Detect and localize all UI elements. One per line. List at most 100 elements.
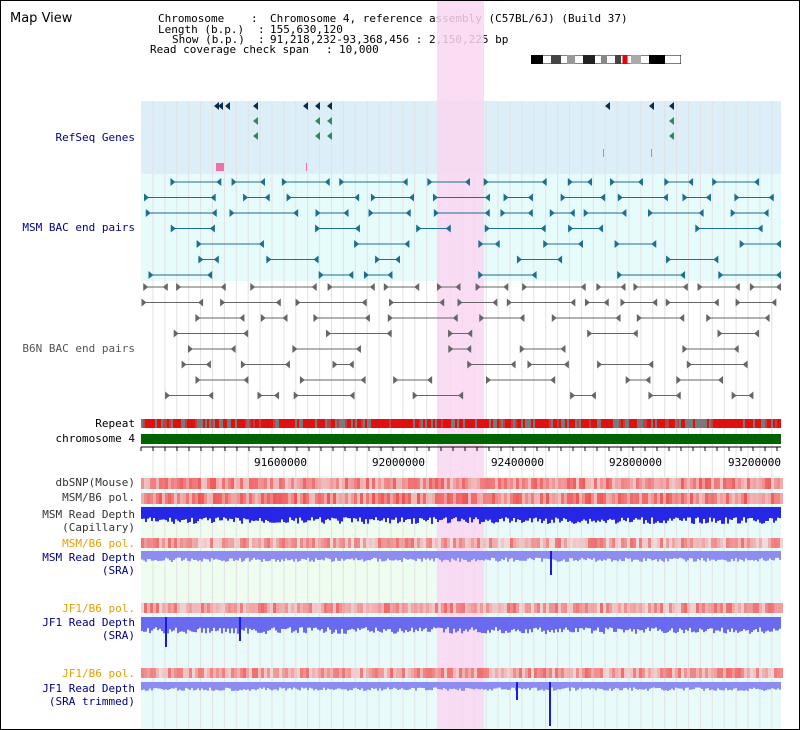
repeat-segment (431, 419, 433, 428)
pol-cell (363, 603, 366, 613)
pol-cell (564, 668, 567, 678)
depth-bar (631, 617, 633, 632)
depth-bar (499, 617, 501, 630)
depth-bar (401, 617, 403, 632)
pol-cell (342, 668, 345, 678)
pol-cell (516, 478, 519, 489)
depth-bar (483, 507, 485, 522)
depth-bar (609, 617, 611, 628)
depth-bar (609, 507, 611, 519)
repeat-segment (407, 419, 409, 428)
repeat-segment (251, 419, 253, 428)
b6n-bac-pair-arrow (717, 329, 723, 338)
depth-bar (711, 551, 713, 560)
depth-bar (193, 551, 195, 560)
depth-bar (177, 507, 179, 521)
depth-bar (581, 617, 583, 629)
depth-bar (543, 551, 545, 559)
pol-cell (471, 493, 474, 504)
depth-bar (255, 682, 257, 691)
pol-cell (507, 603, 510, 613)
depth-bar (623, 507, 625, 521)
depth-bar (365, 507, 367, 520)
b6n-bac-pair-arrow (181, 360, 187, 369)
depth-bar (233, 507, 235, 523)
depth-bar (515, 551, 517, 560)
gene-arrow (669, 117, 674, 125)
pol-cell (216, 538, 219, 548)
pol-cell (579, 493, 582, 504)
depth-bar (653, 507, 655, 524)
msm-bac-pair-arrow (609, 178, 615, 186)
depth-bar (225, 551, 227, 562)
pol-cell (411, 603, 414, 613)
depth-bar (285, 617, 287, 630)
pol-cell (405, 603, 408, 613)
pol-cell (570, 538, 573, 548)
pol-cell (423, 668, 426, 678)
pol-cell (393, 538, 396, 548)
depth-bar (305, 507, 307, 523)
b6n-bac-pair-arrow (393, 376, 399, 384)
repeat-segment (351, 419, 353, 428)
pol-cell (567, 478, 570, 489)
depth-bar (325, 507, 327, 520)
pol-cell (270, 538, 273, 548)
depth-bar (509, 682, 511, 690)
depth-bar (511, 617, 513, 630)
pol-cell (447, 478, 450, 489)
repeat-segment (757, 419, 759, 428)
depth-bar (625, 682, 627, 688)
pol-cell (285, 493, 288, 504)
b6n-bac-pair-arrow (187, 345, 193, 353)
coverage-key: Read coverage check span (150, 43, 309, 56)
msm-bac-pair-arrow (231, 178, 237, 186)
pol-cell (552, 538, 555, 548)
pol-cell (408, 493, 411, 504)
depth-bar (403, 551, 405, 558)
pol-cell (507, 538, 510, 548)
depth-bar (513, 551, 515, 562)
pol-cell (573, 603, 576, 613)
b6n-bac-pair-arrow (326, 329, 332, 338)
depth-bar (339, 507, 341, 524)
pol-cell (555, 668, 558, 678)
repeat-segment (381, 419, 383, 428)
depth-bar (453, 551, 455, 560)
pol-cell (675, 603, 678, 613)
depth-bar (241, 682, 243, 691)
depth-bar (153, 682, 155, 689)
msm-bac-pair-arrow (664, 178, 670, 186)
length-colon: : (258, 23, 265, 36)
depth-bar (499, 551, 501, 562)
depth-bar (457, 682, 459, 691)
msm-bac-pair-arrow (343, 209, 349, 217)
pol-cell (408, 668, 411, 678)
msm-bac-pair-arrow (500, 209, 506, 217)
repeat-segment (319, 419, 321, 428)
depth-bar (175, 551, 177, 559)
pol-cell (288, 603, 291, 613)
depth-bar (313, 682, 315, 691)
depth-spike (165, 617, 167, 647)
pol-cell (255, 478, 258, 489)
depth-bar (765, 617, 767, 632)
depth-bar (403, 682, 405, 690)
depth-bar (643, 617, 645, 633)
pol-cell (327, 603, 330, 613)
gene-arrow (214, 102, 219, 110)
depth-bar (501, 682, 503, 690)
depth-bar (561, 507, 563, 521)
depth-bar (387, 617, 389, 630)
chromosome-ideogram[interactable] (531, 55, 681, 64)
pol-cell (264, 668, 267, 678)
msm-bac-pair-arrow (465, 178, 471, 186)
depth-bar (265, 507, 267, 520)
depth-bar (299, 617, 301, 628)
depth-bar (417, 617, 419, 631)
depth-bar (495, 551, 497, 561)
depth-bar (653, 617, 655, 629)
depth-bar (709, 617, 711, 629)
depth-bar (349, 682, 351, 690)
